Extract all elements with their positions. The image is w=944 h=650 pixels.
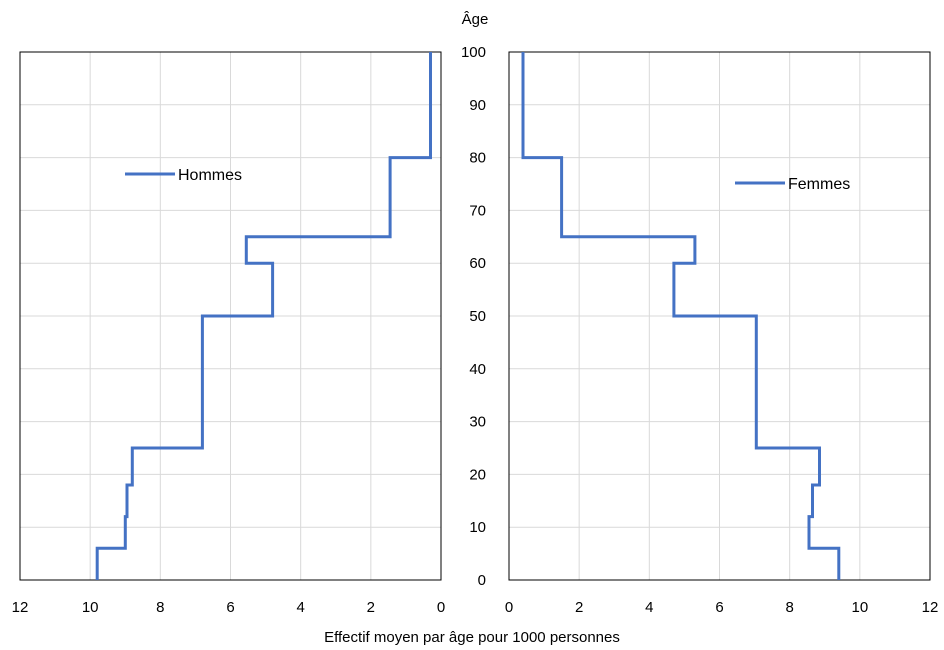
x-axis-title: Effectif moyen par âge pour 1000 personn…: [324, 629, 620, 646]
series-line-femmes: [521, 52, 841, 580]
legend-label-hommes: Hommes: [178, 167, 242, 184]
y-tick-label: 20: [469, 466, 486, 483]
y-tick-label: 0: [478, 572, 486, 589]
y-tick-label: 60: [469, 255, 486, 272]
y-axis-title: Âge: [462, 11, 489, 28]
plot-area-hommes: [19, 51, 442, 581]
x-tick-label: 10: [851, 599, 868, 616]
frame-layer: [19, 51, 931, 581]
x-tick-label: 6: [226, 599, 234, 616]
x-tick-label: 6: [715, 599, 723, 616]
x-tick-label: 10: [82, 599, 99, 616]
y-tick-label: 10: [469, 519, 486, 536]
legend-label-femmes: Femmes: [788, 176, 850, 193]
y-tick-label: 90: [469, 97, 486, 114]
legend-layer: Hommes Femmes: [125, 167, 850, 193]
x-tick-label: 0: [505, 599, 513, 616]
x-tick-label: 4: [645, 599, 653, 616]
x-tick-label: 12: [12, 599, 29, 616]
y-tick-label: 100: [461, 44, 486, 61]
series-line-hommes: [95, 52, 432, 580]
plot-area-femmes: [508, 51, 931, 581]
x-tick-label: 12: [922, 599, 939, 616]
x-tick-label: 8: [785, 599, 793, 616]
y-tick-label: 40: [469, 361, 486, 378]
y-tick-label: 70: [469, 202, 486, 219]
x-tick-label: 4: [296, 599, 304, 616]
y-tick-label: 80: [469, 150, 486, 167]
x-tick-label: 0: [437, 599, 445, 616]
y-tick-label: 50: [469, 308, 486, 325]
y-tick-label: 30: [469, 414, 486, 431]
x-tick-label: 2: [367, 599, 375, 616]
x-tick-label: 8: [156, 599, 164, 616]
series-layer: [95, 52, 841, 580]
x-tick-label: 2: [575, 599, 583, 616]
